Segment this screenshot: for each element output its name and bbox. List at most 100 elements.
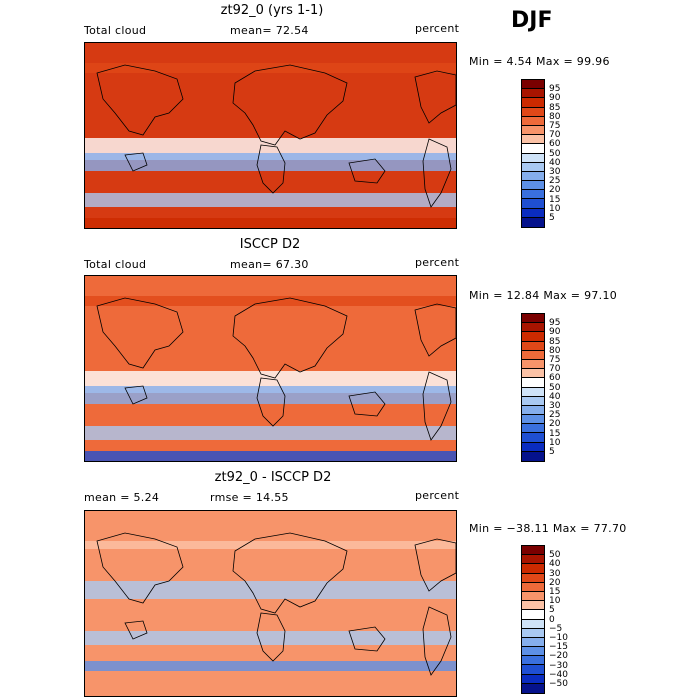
colorbar-swatch [522,125,544,136]
colorbar-swatch [522,190,544,200]
colorbar-swatch [522,359,544,370]
colorbar-swatch [522,387,544,397]
colorbar-tick-label: −50 [549,679,568,689]
colorbar-tick-label: 20 [549,185,561,196]
colorbar-swatch [522,396,544,406]
colorbar-swatch [522,637,544,648]
colorbar-tick-label: 50 [549,148,561,159]
colorbar-swatch [522,582,544,592]
panel-3-mean-label: mean = 5.24 [84,491,160,504]
panel-1-title: zt92_0 (yrs 1-1) [220,3,324,18]
panel-3-units-label: percent [415,489,460,502]
colorbar-swatch [522,314,544,324]
colorbar-swatch [522,199,544,209]
colorbar-swatch [522,546,544,556]
colorbar-swatch [522,591,544,602]
colorbar-tick-label: 60 [549,373,561,384]
colorbar-tick-label: 50 [549,550,561,561]
colorbar-tick-label: 10 [549,596,561,607]
colorbar-swatch [522,665,544,675]
colorbar-tick-label: 50 [549,382,561,393]
colorbar-tick-label: −5 [549,623,563,634]
panel-3-map [84,510,457,697]
colorbar-swatch [522,656,544,666]
colorbar-tick-label: 10 [549,203,561,214]
colorbar-swatch [522,433,544,443]
colorbar-tick-label: 15 [549,587,561,597]
panel-2-title: ISCCP D2 [239,237,301,252]
colorbar-swatch [522,619,544,629]
colorbar-tick-label: 25 [549,176,561,187]
colorbar-tick-label: 80 [549,345,561,356]
colorbar-tick-label: 80 [549,111,561,122]
colorbar-swatch [522,601,544,611]
colorbar-tick-label: 85 [549,102,561,113]
colorbar-tick-label: 95 [549,318,561,329]
panel-1-field-label: Total cloud [84,24,147,37]
colorbar-swatch [522,442,544,452]
colorbar-swatch [522,162,544,172]
panel-2-min-max: Min = 12.84 Max = 97.10 [469,289,618,302]
panel-3-min-max: Min = −38.11 Max = 77.70 [469,522,627,535]
colorbar-swatch [522,350,544,360]
colorbar-swatch [522,116,544,126]
panel-1-map [84,42,457,229]
colorbar-tick-label: 85 [549,336,561,347]
colorbar-swatch [522,135,544,145]
colorbar-tick-label: 5 [549,447,555,457]
colorbar-tick-label: −40 [549,669,568,680]
panel-1-colorbar [521,79,545,228]
panel-2-colorbar [521,313,545,462]
colorbar-swatch [522,323,544,333]
colorbar-swatch [522,181,544,191]
colorbar-swatch [522,217,544,227]
colorbar-swatch [522,378,544,388]
colorbar-tick-label: 40 [549,157,561,168]
colorbar-tick-label: 15 [549,428,561,439]
colorbar-tick-label: 15 [549,194,561,205]
colorbar-tick-label: 75 [549,355,561,365]
colorbar-tick-label: 30 [549,568,561,579]
colorbar-swatch [522,153,544,163]
colorbar-swatch [522,674,544,684]
season-label: DJF [511,8,553,33]
colorbar-swatch [522,647,544,657]
colorbar-tick-label: 70 [549,130,561,141]
colorbar-swatch [522,332,544,342]
colorbar-swatch [522,208,544,218]
colorbar-swatch [522,555,544,565]
colorbar-tick-label: 40 [549,391,561,402]
colorbar-swatch [522,144,544,154]
panel-1-units-label: percent [415,22,460,35]
colorbar-tick-label: 20 [549,577,561,588]
colorbar-tick-label: 60 [549,139,561,150]
colorbar-tick-label: −20 [549,651,568,662]
colorbar-tick-label: 0 [549,614,555,625]
panel-2-field-label: Total cloud [84,258,147,271]
panel-3-rmse-label: rmse = 14.55 [210,491,289,504]
panel-2-units-label: percent [415,256,460,269]
colorbar-tick-label: −10 [549,633,568,643]
panel-2-map [84,275,457,462]
colorbar-tick-label: 5 [549,605,555,616]
colorbar-tick-label: 25 [549,410,561,421]
colorbar-swatch [522,369,544,379]
colorbar-swatch [522,424,544,434]
colorbar-tick-label: 40 [549,559,561,570]
colorbar-tick-label: 30 [549,401,561,411]
colorbar-swatch [522,451,544,461]
colorbar-swatch [522,98,544,108]
panel-3-colorbar [521,545,545,694]
colorbar-tick-label: 20 [549,419,561,430]
panel-1-mean-label: mean= 72.54 [230,24,309,37]
colorbar-swatch [522,171,544,182]
colorbar-tick-label: 10 [549,437,561,448]
colorbar-swatch [522,405,544,416]
colorbar-swatch [522,610,544,620]
colorbar-tick-label: 90 [549,93,561,104]
colorbar-swatch [522,89,544,99]
panel-1-min-max: Min = 4.54 Max = 99.96 [469,55,610,68]
colorbar-swatch [522,628,544,638]
colorbar-tick-label: 30 [549,167,561,177]
colorbar-swatch [522,573,544,583]
